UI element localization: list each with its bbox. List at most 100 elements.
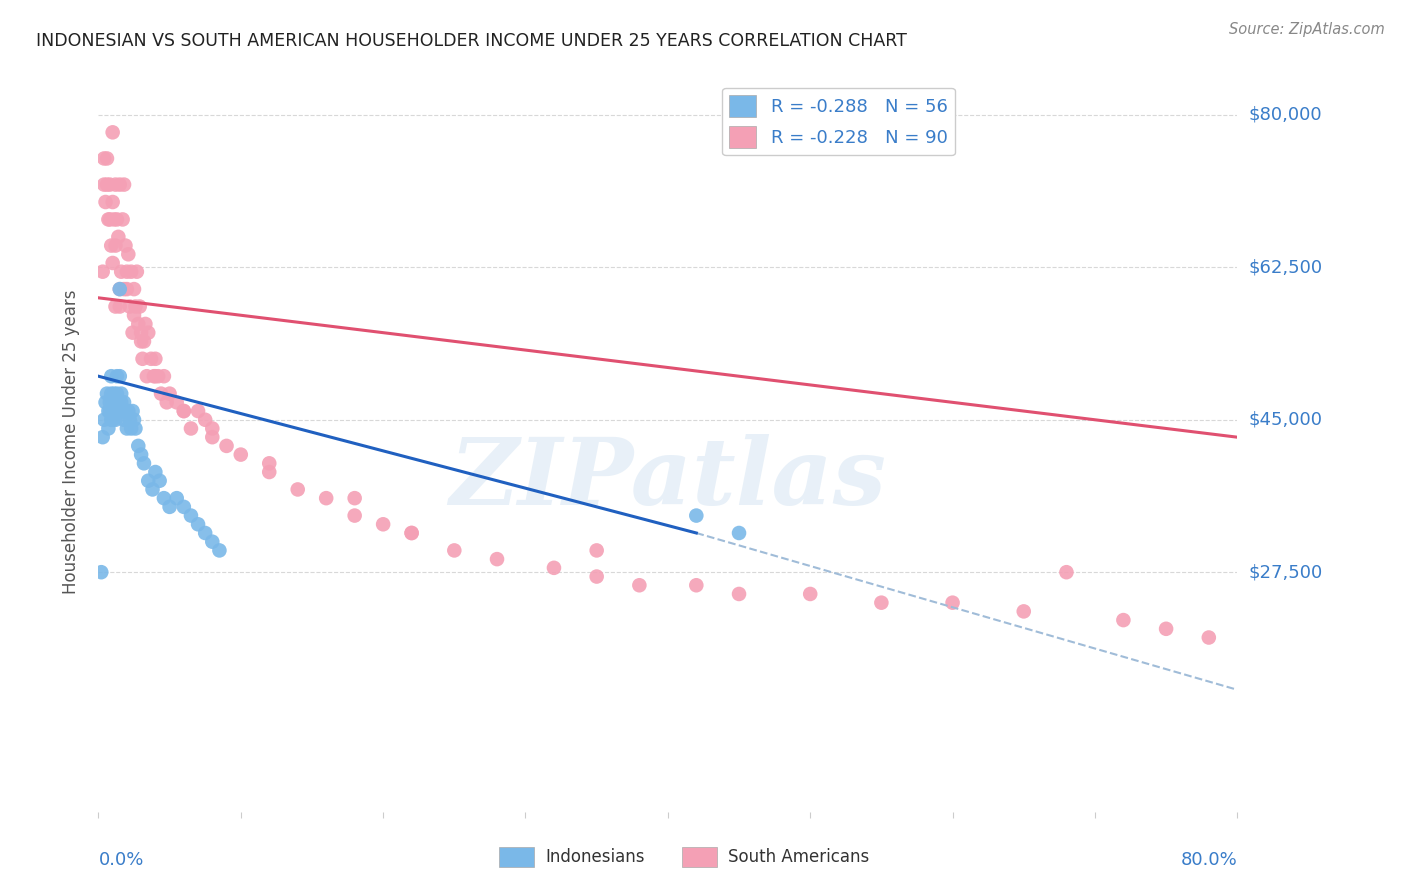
Point xyxy=(110,386,132,401)
Point xyxy=(121,326,143,340)
Point xyxy=(108,178,131,192)
Point xyxy=(97,404,120,418)
Point xyxy=(115,282,138,296)
Text: INDONESIAN VS SOUTH AMERICAN HOUSEHOLDER INCOME UNDER 25 YEARS CORRELATION CHART: INDONESIAN VS SOUTH AMERICAN HOUSEHOLDER… xyxy=(35,32,907,50)
Point xyxy=(91,265,114,279)
Point xyxy=(180,508,202,523)
Point xyxy=(111,212,134,227)
Point xyxy=(98,178,121,192)
Point xyxy=(373,517,395,532)
Point xyxy=(97,421,120,435)
Text: 0.0%: 0.0% xyxy=(98,851,143,869)
Point xyxy=(134,317,156,331)
Point xyxy=(98,212,121,227)
Point xyxy=(117,404,139,418)
Point xyxy=(201,430,224,444)
Point xyxy=(343,508,366,523)
Point xyxy=(287,483,309,497)
Point xyxy=(585,569,607,583)
Point xyxy=(124,300,146,314)
Point xyxy=(122,308,145,322)
Point xyxy=(101,395,124,409)
Point xyxy=(194,526,217,541)
Point xyxy=(118,413,141,427)
Point xyxy=(105,386,128,401)
Point xyxy=(870,596,893,610)
Point xyxy=(93,178,115,192)
Point xyxy=(585,543,607,558)
Point xyxy=(122,413,145,427)
Point xyxy=(98,404,121,418)
Point xyxy=(728,526,751,541)
Point xyxy=(122,282,145,296)
Point xyxy=(107,395,129,409)
Point xyxy=(159,386,181,401)
Point xyxy=(187,517,209,532)
Point xyxy=(229,448,252,462)
Point xyxy=(94,194,117,209)
Point xyxy=(486,552,509,566)
Point xyxy=(117,247,139,261)
Point xyxy=(127,439,149,453)
Point xyxy=(129,326,152,340)
Point xyxy=(97,212,120,227)
Text: $45,000: $45,000 xyxy=(1249,410,1323,429)
Point xyxy=(115,265,138,279)
Point xyxy=(135,369,157,384)
Point xyxy=(104,395,127,409)
Point xyxy=(443,543,465,558)
Text: ZIPatlas: ZIPatlas xyxy=(450,434,886,524)
Point xyxy=(100,238,122,252)
Point xyxy=(148,369,170,384)
Point xyxy=(118,300,141,314)
Point xyxy=(187,404,209,418)
Point xyxy=(136,474,159,488)
Point xyxy=(132,334,155,349)
Point xyxy=(127,317,149,331)
Point xyxy=(315,491,337,505)
Point xyxy=(120,421,142,435)
Point xyxy=(129,448,152,462)
Point xyxy=(145,351,167,366)
Point xyxy=(100,413,122,427)
Point xyxy=(942,596,965,610)
Point xyxy=(96,386,118,401)
Point xyxy=(129,334,152,349)
Point xyxy=(112,282,135,296)
Text: Indonesians: Indonesians xyxy=(546,848,645,866)
Point xyxy=(343,491,366,505)
Point xyxy=(685,578,707,592)
Point xyxy=(103,212,125,227)
Point xyxy=(1112,613,1135,627)
Point xyxy=(93,413,115,427)
Point xyxy=(1154,622,1177,636)
Legend: R = -0.288   N = 56, R = -0.228   N = 90: R = -0.288 N = 56, R = -0.228 N = 90 xyxy=(723,87,955,155)
Point xyxy=(98,395,121,409)
Point xyxy=(145,465,167,479)
Point xyxy=(125,265,148,279)
Point xyxy=(166,491,188,505)
Point xyxy=(108,369,131,384)
Point xyxy=(108,282,131,296)
Text: $80,000: $80,000 xyxy=(1249,106,1322,124)
Point xyxy=(173,404,195,418)
Point xyxy=(1056,565,1078,579)
Point xyxy=(104,238,127,252)
Point xyxy=(128,300,150,314)
Point xyxy=(799,587,821,601)
Point xyxy=(94,395,117,409)
Point xyxy=(96,152,118,166)
Point xyxy=(153,491,176,505)
Point xyxy=(114,404,136,418)
Point xyxy=(110,265,132,279)
Point xyxy=(159,500,181,514)
Point xyxy=(105,369,128,384)
Point xyxy=(131,351,153,366)
Point xyxy=(112,413,135,427)
Point xyxy=(111,404,134,418)
Point xyxy=(124,421,146,435)
Point xyxy=(145,369,167,384)
Point xyxy=(93,152,115,166)
Text: $62,500: $62,500 xyxy=(1249,259,1323,277)
Point xyxy=(101,256,124,270)
